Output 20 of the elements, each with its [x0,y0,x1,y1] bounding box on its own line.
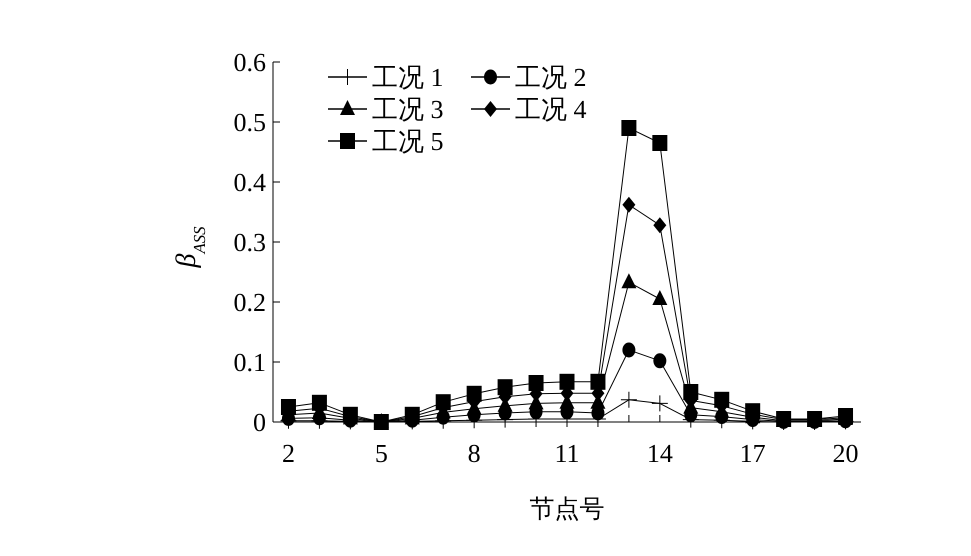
x-tick-label: 5 [374,439,388,468]
x-tick-label: 14 [646,439,673,468]
legend-label: 工况 3 [372,95,444,124]
y-tick-label: 0.5 [234,108,266,137]
x-tick-label: 11 [554,439,580,468]
y-tick-label: 0.1 [234,348,266,377]
x-tick-label: 17 [740,439,766,468]
x-tick-label: 8 [468,439,481,468]
x-axis-title: 节点号 [530,496,604,523]
x-tick-label: 2 [282,439,295,468]
y-tick-label: 0 [253,408,266,437]
y-tick-label: 0.4 [234,168,266,197]
x-tick-label: 20 [832,439,859,468]
legend-label: 工况 4 [515,95,586,124]
legend-label: 工况 1 [372,63,444,92]
legend-label: 工况 5 [372,127,444,156]
y-tick-label: 0.2 [234,288,266,317]
y-tick-label: 0.6 [234,48,266,77]
y-tick-label: 0.3 [234,228,266,257]
legend-label: 工况 2 [515,63,586,92]
